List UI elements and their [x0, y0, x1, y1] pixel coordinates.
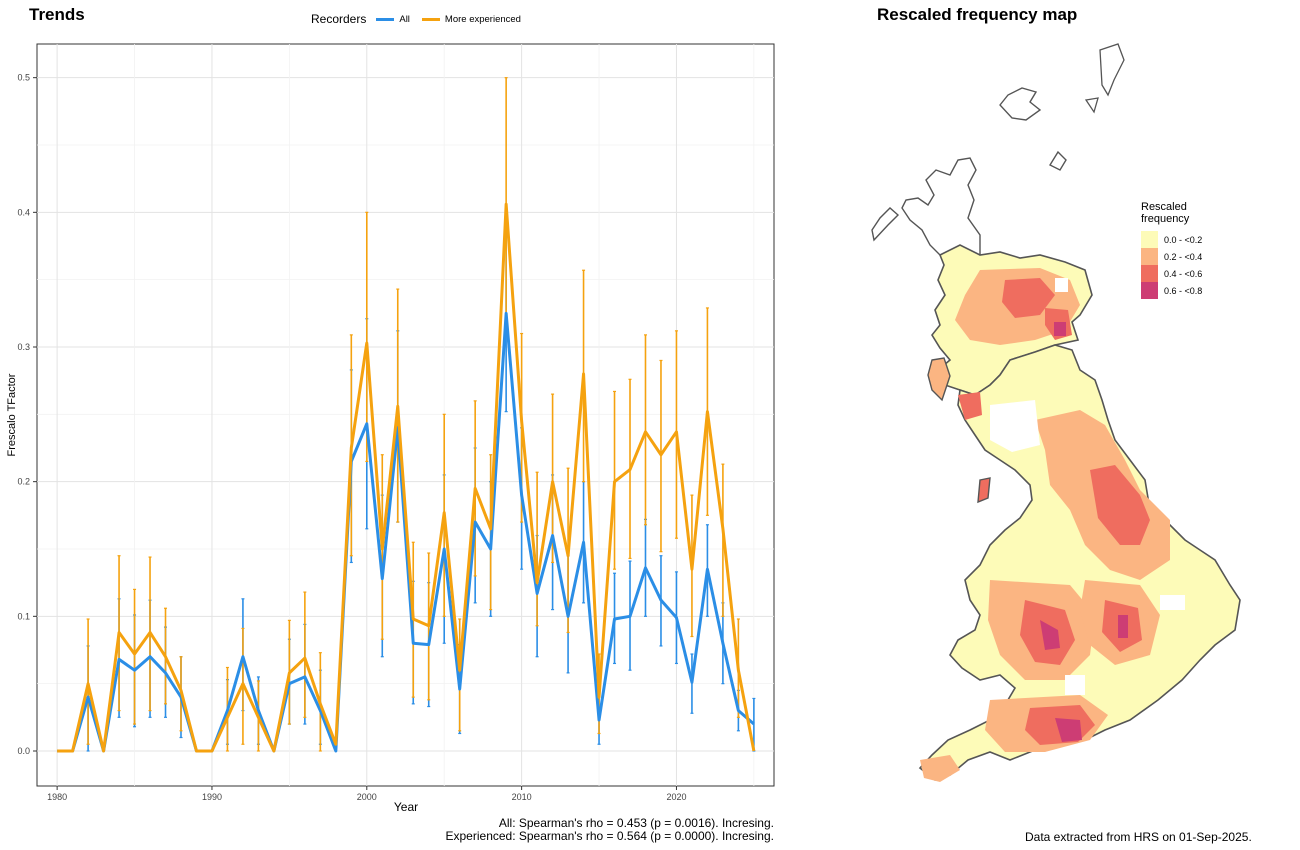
map-legend-row: 0.0 - <0.2	[1141, 231, 1202, 248]
x-tick-label: 2010	[512, 792, 532, 802]
legend-label-all: All	[399, 13, 410, 25]
legend-key-all	[376, 17, 395, 21]
map-legend-title-line1: Rescaled	[1141, 201, 1187, 213]
chart-legend: Recorders All More experienced	[311, 12, 529, 26]
map-legend-swatch-1	[1141, 248, 1158, 265]
y-tick-label: 0.2	[17, 477, 30, 487]
y-tick-label: 0.5	[17, 73, 30, 83]
x-tick-label: 2000	[357, 792, 377, 802]
england-wales-outline	[918, 344, 1241, 781]
map-legend-swatch-2	[1141, 265, 1158, 282]
series-line-all	[57, 311, 755, 753]
map-legend-row: 0.4 - <0.6	[1141, 265, 1202, 282]
x-tick-label: 2020	[666, 792, 686, 802]
extract-note: Data extracted from HRS on 01-Sep-2025.	[1025, 830, 1252, 844]
x-tick-label: 1980	[47, 792, 67, 802]
map-title: Rescaled frequency map	[877, 5, 1078, 24]
plot-panel	[36, 43, 775, 787]
legend-key-experienced	[421, 17, 440, 21]
map-legend-row: 0.2 - <0.4	[1141, 248, 1202, 265]
map-legend: Rescaled frequency 0.0 - <0.2 0.2 - <0.4…	[1141, 201, 1202, 299]
legend-title: Recorders	[311, 12, 367, 26]
x-tick-label: 1990	[202, 792, 222, 802]
gb-map	[871, 43, 1241, 782]
map-legend-title-line2: frequency	[1141, 213, 1190, 225]
map-legend-label-2: 0.4 - <0.6	[1164, 268, 1203, 279]
y-axis-label: Frescalo TFactor	[6, 373, 18, 456]
map-legend-label-0: 0.0 - <0.2	[1164, 234, 1203, 245]
series-line-experienced	[57, 202, 756, 753]
map-legend-label-1: 0.2 - <0.4	[1164, 251, 1203, 262]
map-legend-row: 0.6 - <0.8	[1141, 282, 1202, 299]
axis-ticks: 1980 1990 2000 2010 2020 0.0 0.1 0.2 0.3 0.4 0.5	[17, 73, 686, 802]
map-legend-title: Rescaled frequency	[1141, 201, 1202, 225]
stats-note: All: Spearman's rho = 0.453 (p = 0.0016)…	[446, 817, 775, 843]
stats-line-experienced: Experienced: Spearman's rho = 0.564 (p =…	[445, 829, 775, 843]
y-tick-label: 0.3	[17, 342, 30, 352]
y-tick-label: 0.1	[17, 611, 30, 621]
series-layer	[57, 77, 756, 753]
trends-title: Trends	[29, 5, 85, 24]
stats-line-all: All: Spearman's rho = 0.453 (p = 0.0016)…	[498, 816, 774, 830]
map-legend-swatch-0	[1141, 231, 1158, 248]
x-axis-label: Year	[394, 800, 418, 814]
map-legend-label-3: 0.6 - <0.8	[1164, 285, 1203, 296]
y-tick-label: 0.4	[17, 207, 30, 217]
trends-chart: 1980 1990 2000 2010 2020 0.0 0.1 0.2 0.3 0.4 0.5 Y…	[6, 43, 775, 814]
y-tick-label: 0.0	[17, 746, 30, 756]
legend-label-experienced: More experienced	[444, 13, 521, 25]
map-legend-swatch-3	[1141, 282, 1158, 299]
